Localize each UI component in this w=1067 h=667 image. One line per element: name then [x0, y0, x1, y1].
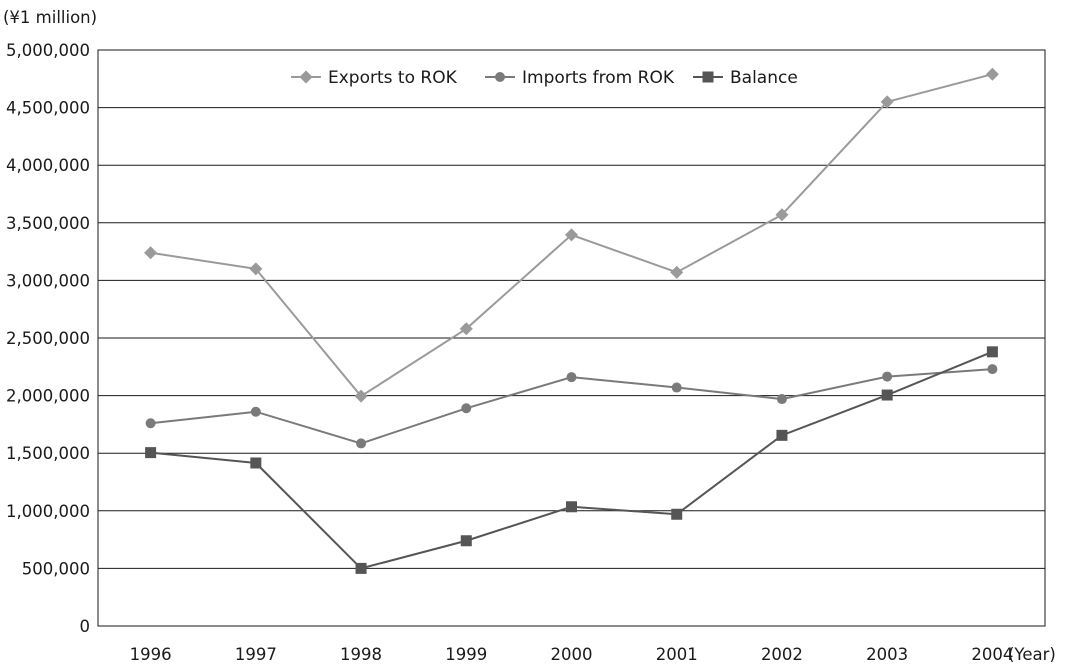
series-imports-from-rok — [145, 364, 998, 449]
x-tick-label: 1998 — [340, 645, 382, 664]
legend-item: Exports to ROK — [291, 68, 458, 88]
data-point — [670, 265, 684, 279]
data-point — [566, 501, 577, 513]
x-axis-unit-label: (Year) — [1008, 645, 1056, 664]
data-point — [985, 67, 999, 81]
data-point — [881, 389, 893, 401]
data-point — [882, 371, 893, 382]
y-tick-label: 3,500,000 — [6, 214, 90, 233]
data-point — [459, 322, 473, 336]
legend-label: Imports from ROK — [522, 68, 675, 88]
legend-item: Balance — [693, 68, 798, 88]
data-point — [250, 457, 262, 469]
data-point — [566, 372, 577, 383]
gridlines — [98, 107, 1045, 569]
data-point — [776, 394, 787, 405]
data-point — [249, 262, 263, 276]
x-tick-label: 2003 — [866, 645, 908, 664]
data-point — [354, 389, 368, 403]
y-tick-label: 1,500,000 — [6, 444, 90, 463]
legend-label: Balance — [730, 68, 798, 88]
y-tick-label: 0 — [80, 617, 91, 636]
data-point — [776, 429, 788, 441]
legend-marker — [702, 71, 714, 83]
y-tick-label: 1,000,000 — [6, 502, 90, 521]
data-point — [461, 403, 472, 414]
data-point — [145, 447, 157, 459]
legend-marker — [299, 70, 313, 84]
x-tick-label: 1996 — [130, 645, 172, 664]
data-point — [144, 246, 158, 260]
y-tick-label: 2,500,000 — [6, 329, 90, 348]
x-tick-label: 2004 — [971, 645, 1013, 664]
data-point — [565, 228, 578, 242]
data-point — [355, 562, 367, 574]
x-tick-label: 2001 — [656, 645, 698, 664]
data-point — [356, 438, 367, 449]
y-tick-label: 5,000,000 — [6, 41, 90, 60]
x-tick-label: 2002 — [761, 645, 803, 664]
plot-area-border — [97, 49, 1046, 627]
legend-item: Imports from ROK — [485, 68, 675, 88]
data-point — [986, 346, 998, 358]
data-point — [775, 208, 789, 222]
data-point — [250, 406, 261, 417]
y-axis-ticks: 0 500,000 1,000,000 1,500,000 2,000,000 2,500… — [6, 41, 90, 636]
y-tick-label: 500,000 — [22, 559, 90, 578]
series-balance — [145, 346, 998, 574]
series-layer — [144, 67, 999, 574]
data-point — [880, 95, 894, 109]
legend-marker — [495, 72, 505, 82]
legend: Exports to ROK Imports from ROK Balance — [291, 68, 798, 88]
y-axis-unit-label: (¥1 million) — [3, 8, 97, 27]
y-tick-label: 3,000,000 — [6, 271, 90, 290]
series-exports-to-rok — [144, 67, 999, 403]
x-tick-label: 1999 — [445, 645, 487, 664]
data-point — [460, 535, 472, 547]
data-point — [145, 418, 156, 429]
y-tick-label: 4,000,000 — [6, 156, 90, 175]
y-tick-label: 4,500,000 — [6, 99, 90, 118]
x-tick-label: 1997 — [235, 645, 277, 664]
legend-label: Exports to ROK — [328, 68, 458, 88]
x-axis-ticks: 1996 1997 1998 1999 2000 2001 2002 2003 2004 — [130, 645, 1014, 664]
y-tick-label: 2,000,000 — [6, 387, 90, 406]
data-point — [671, 382, 682, 393]
data-point — [671, 508, 683, 520]
x-tick-label: 2000 — [551, 645, 593, 664]
data-point — [987, 364, 998, 375]
series-line — [150, 350, 993, 570]
